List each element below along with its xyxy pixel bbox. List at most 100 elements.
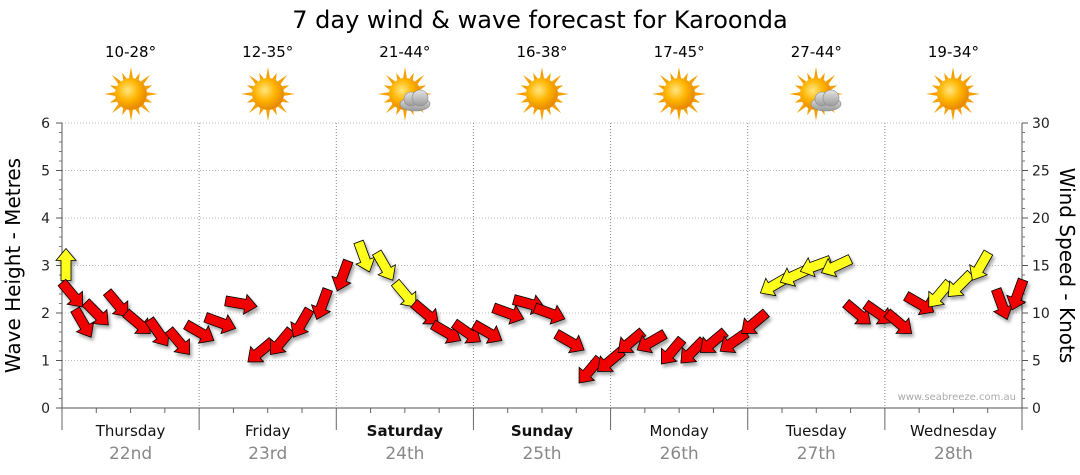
wind-arrow-shape bbox=[636, 329, 668, 354]
wind-arrow-shape bbox=[57, 278, 83, 308]
wind-arrow bbox=[532, 302, 566, 325]
wind-arrow-shape bbox=[81, 298, 109, 326]
wind-arrow-shape bbox=[371, 249, 396, 281]
left-tick-label: 5 bbox=[41, 164, 50, 180]
sun-icon bbox=[482, 64, 602, 124]
right-tick-label: 25 bbox=[1032, 164, 1050, 180]
wind-arrow-shape bbox=[390, 278, 417, 308]
day-name-label: Sunday bbox=[511, 422, 574, 440]
axis-labels: 0 1 2 3 4 5 6 0 5 10 15 20 25 30 Wave Height - Metres W… bbox=[1, 116, 1079, 464]
right-tick-label: 20 bbox=[1032, 211, 1050, 227]
temperature-range: 10-28° bbox=[105, 43, 157, 61]
left-tick-label: 1 bbox=[41, 354, 50, 370]
wind-arrow-shape bbox=[410, 298, 439, 325]
temperature-range: 19-34° bbox=[927, 43, 979, 61]
chart-title: 7 day wind & wave forecast for Karoonda bbox=[292, 6, 788, 34]
day-name-label: Monday bbox=[650, 422, 709, 440]
day-date-label: 27th bbox=[797, 444, 836, 464]
wind-arrow bbox=[883, 308, 913, 334]
wind-arrow bbox=[820, 254, 854, 278]
wind-arrow bbox=[371, 249, 396, 281]
temperature-range: 12-35° bbox=[242, 43, 294, 61]
wind-arrow-shape bbox=[969, 249, 994, 281]
day-forecast-header: 19-34° bbox=[893, 42, 1013, 124]
left-tick-label: 3 bbox=[41, 259, 50, 275]
wind-arrow bbox=[183, 319, 215, 344]
wind-arrow bbox=[203, 312, 237, 335]
wind-arrow-shape bbox=[331, 258, 354, 292]
sun-cloud-icon bbox=[345, 64, 465, 124]
wind-arrow bbox=[741, 308, 770, 334]
temperature-range: 27-44° bbox=[790, 43, 842, 61]
day-forecast-header: 10-28° bbox=[71, 42, 191, 124]
wind-arrows bbox=[55, 239, 1029, 384]
wind-arrow-shape bbox=[224, 293, 258, 315]
temperature-range: 16-38° bbox=[516, 43, 568, 61]
wind-arrow-shape bbox=[532, 302, 566, 325]
day-forecast-header: 12-35° bbox=[208, 42, 328, 124]
day-name-label: Saturday bbox=[367, 422, 444, 440]
wind-arrow-shape bbox=[122, 308, 151, 334]
wind-arrow-shape bbox=[699, 327, 729, 353]
wind-arrow-shape bbox=[270, 326, 296, 356]
gridlines bbox=[62, 122, 1022, 408]
wind-arrow bbox=[164, 326, 190, 356]
wind-arrow-shape bbox=[903, 291, 935, 316]
wind-arrow bbox=[224, 293, 258, 315]
wind-arrow-shape bbox=[70, 306, 95, 338]
day-name-label: Friday bbox=[245, 422, 291, 440]
wind-arrow bbox=[903, 291, 935, 316]
wind-arrow-shape bbox=[491, 302, 525, 325]
wind-arrow-shape bbox=[862, 299, 893, 325]
left-tick-label: 2 bbox=[41, 306, 50, 322]
right-axis-title: Wind Speed - Knots bbox=[1055, 168, 1079, 364]
wind-arrow bbox=[290, 306, 315, 338]
day-name-label: Tuesday bbox=[785, 422, 847, 440]
temperature-range: 17-45° bbox=[653, 43, 705, 61]
wind-arrow bbox=[410, 298, 439, 325]
right-tick-label: 10 bbox=[1032, 306, 1050, 322]
wind-arrow bbox=[491, 302, 525, 325]
day-forecast-header: 17-45° bbox=[619, 42, 739, 124]
day-forecast-header: 21-44° bbox=[345, 42, 465, 124]
wind-arrow-shape bbox=[553, 329, 585, 354]
wind-arrow-shape bbox=[183, 319, 215, 344]
day-date-label: 26th bbox=[660, 444, 699, 464]
wind-arrow bbox=[70, 306, 95, 338]
day-date-label: 23rd bbox=[248, 444, 287, 464]
credit-label: www.seabreeze.com.au bbox=[898, 392, 1016, 403]
wind-arrow-shape bbox=[617, 327, 647, 353]
right-tick-label: 5 bbox=[1032, 354, 1041, 370]
wind-arrow bbox=[81, 298, 109, 326]
left-tick-label: 6 bbox=[41, 116, 50, 132]
day-forecast-header: 27-44° bbox=[756, 42, 876, 124]
wind-arrow bbox=[862, 299, 893, 325]
sun-cloud-icon bbox=[756, 64, 876, 124]
wind-arrow bbox=[270, 326, 296, 356]
wind-arrow bbox=[390, 278, 417, 308]
day-date-label: 24th bbox=[385, 444, 424, 464]
wind-arrow-shape bbox=[102, 288, 129, 318]
wind-arrow-shape bbox=[820, 254, 854, 278]
wind-arrow bbox=[57, 278, 83, 308]
day-date-label: 25th bbox=[522, 444, 561, 464]
axes bbox=[56, 122, 1028, 430]
right-tick-label: 0 bbox=[1032, 401, 1041, 417]
wind-arrow bbox=[122, 308, 151, 334]
wind-arrow-shape bbox=[660, 335, 687, 365]
wind-arrow-shape bbox=[55, 247, 77, 281]
wind-arrow-shape bbox=[799, 255, 833, 278]
wind-arrow bbox=[617, 327, 647, 353]
right-tick-label: 30 bbox=[1032, 116, 1050, 132]
wind-arrow bbox=[636, 329, 668, 354]
temperature-range: 21-44° bbox=[379, 43, 431, 61]
day-name-label: Thursday bbox=[95, 422, 166, 440]
wind-arrow bbox=[660, 335, 687, 365]
wind-arrow bbox=[553, 329, 585, 354]
wind-arrow bbox=[55, 247, 77, 281]
left-tick-label: 4 bbox=[41, 211, 50, 227]
day-date-label: 22nd bbox=[109, 444, 152, 464]
day-date-label: 28th bbox=[934, 444, 973, 464]
left-tick-label: 0 bbox=[41, 401, 50, 417]
